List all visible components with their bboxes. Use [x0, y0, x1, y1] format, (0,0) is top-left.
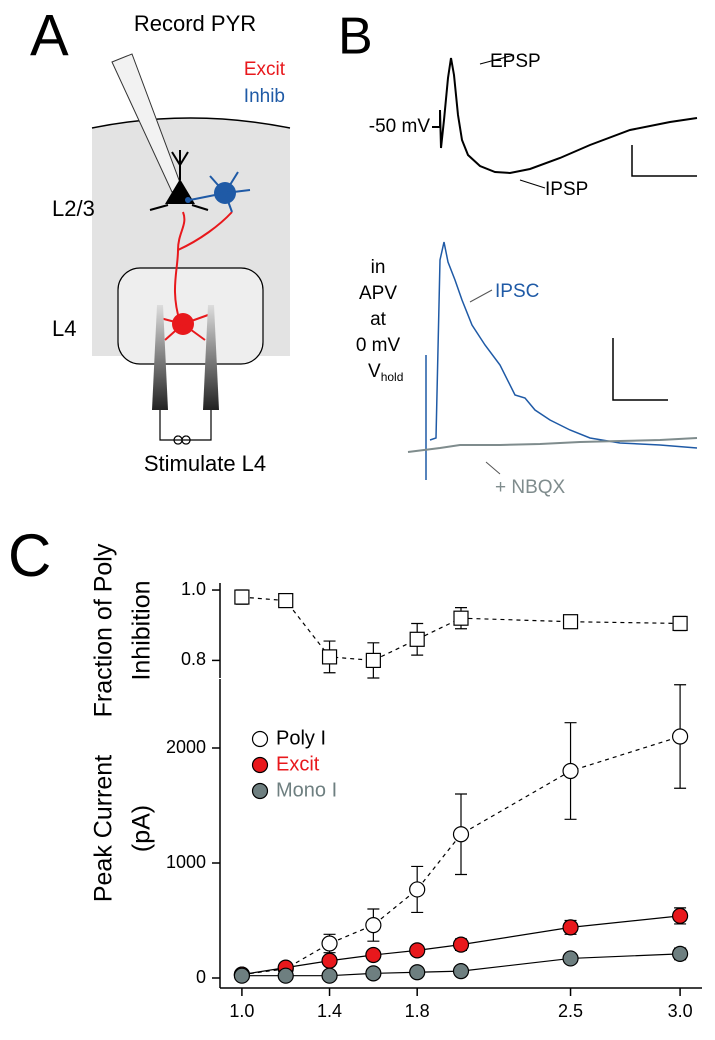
stim-electrode — [203, 305, 219, 410]
x-tick-label: 1.4 — [317, 1001, 342, 1021]
stim-label: Stimulate L4 — [144, 451, 266, 476]
axon — [174, 211, 233, 323]
y-tick-label: 1000 — [166, 852, 206, 872]
excit-dendrites — [159, 314, 209, 341]
legend-marker — [251, 782, 269, 800]
condition: at — [370, 309, 387, 330]
vhold-sub: hold — [381, 370, 404, 384]
x-axis-label: N x Stimulation Threshold — [300, 1038, 643, 1040]
vhold: Vhold — [368, 361, 403, 384]
marker — [671, 945, 689, 962]
nbqx-label: + NBQX — [495, 477, 566, 498]
legend-marker — [251, 756, 269, 774]
stim-wire — [159, 410, 212, 445]
vhold-v: V — [368, 361, 381, 382]
scale-bar — [631, 145, 697, 177]
marker — [365, 916, 382, 934]
x-tick-label: 1.0 — [229, 1001, 254, 1021]
pyr-dendrites — [149, 150, 209, 211]
y-tick-label: 0 — [196, 967, 206, 987]
stim-electrode — [152, 305, 168, 410]
epsp-trace — [432, 57, 698, 175]
series-line — [241, 596, 681, 662]
nbqx-trace — [407, 437, 698, 453]
marker — [365, 965, 382, 982]
legend-excit: Excit — [244, 59, 286, 80]
marker — [321, 649, 338, 665]
marker — [453, 610, 469, 626]
inhib-dendrites — [189, 171, 251, 213]
slice-edge — [91, 117, 291, 129]
x-tick-label: 2.5 — [558, 1001, 583, 1021]
marker — [452, 936, 470, 953]
x-tick-label: 3.0 — [668, 1001, 693, 1021]
marker — [365, 946, 382, 964]
legend-marker — [251, 730, 269, 748]
epsp-label: EPSP — [490, 51, 541, 72]
marker — [409, 942, 426, 959]
panel-label: A — [30, 3, 69, 68]
marker — [452, 962, 470, 980]
marker — [277, 967, 294, 984]
marker — [671, 728, 689, 745]
y-axis-label: Fraction of Poly — [90, 543, 118, 717]
series-line — [241, 735, 681, 976]
x-tick-label: 1.8 — [405, 1001, 430, 1021]
record-label: Record PYR — [134, 11, 256, 36]
legend-inhib: Inhib — [244, 86, 285, 107]
marker — [562, 919, 579, 936]
panel-label: B — [338, 8, 373, 66]
marker — [672, 615, 688, 632]
y-axis-label: (pA) — [128, 805, 156, 852]
marker — [321, 967, 338, 984]
marker — [452, 826, 470, 843]
marker — [233, 967, 251, 984]
legend-label: Mono I — [276, 779, 337, 801]
y-tick-label: 2000 — [166, 737, 206, 757]
ipsc-label: IPSC — [495, 281, 539, 302]
synapse — [185, 197, 191, 203]
legend-label: Excit — [276, 753, 320, 775]
marker — [671, 907, 689, 925]
condition: 0 mV — [356, 335, 401, 356]
panel-label: C — [8, 522, 51, 589]
marker — [409, 881, 426, 898]
marker — [562, 762, 579, 780]
marker — [234, 589, 250, 605]
marker — [409, 631, 425, 647]
marker — [409, 964, 426, 981]
voltage-label: -50 mV — [369, 116, 431, 137]
scale-bar — [612, 338, 668, 401]
y-tick-label: 1.0 — [181, 579, 206, 599]
marker — [562, 950, 579, 967]
ipsp-label: IPSP — [545, 179, 588, 200]
marker — [278, 592, 294, 609]
condition: APV — [359, 283, 397, 304]
callout — [469, 289, 501, 475]
callout — [479, 54, 546, 189]
y-tick-label: 0.8 — [181, 649, 206, 669]
layer-label: L2/3 — [52, 196, 95, 221]
y-axis-label: Peak Current — [90, 755, 118, 902]
marker — [321, 952, 338, 969]
marker — [562, 614, 579, 630]
marker — [321, 935, 338, 952]
condition: in — [371, 257, 386, 278]
marker — [365, 652, 381, 669]
layer-label: L4 — [52, 316, 76, 341]
y-axis-label: Inhibition — [128, 580, 156, 680]
legend-label: Poly I — [276, 727, 326, 749]
ipsc-trace — [425, 241, 698, 480]
